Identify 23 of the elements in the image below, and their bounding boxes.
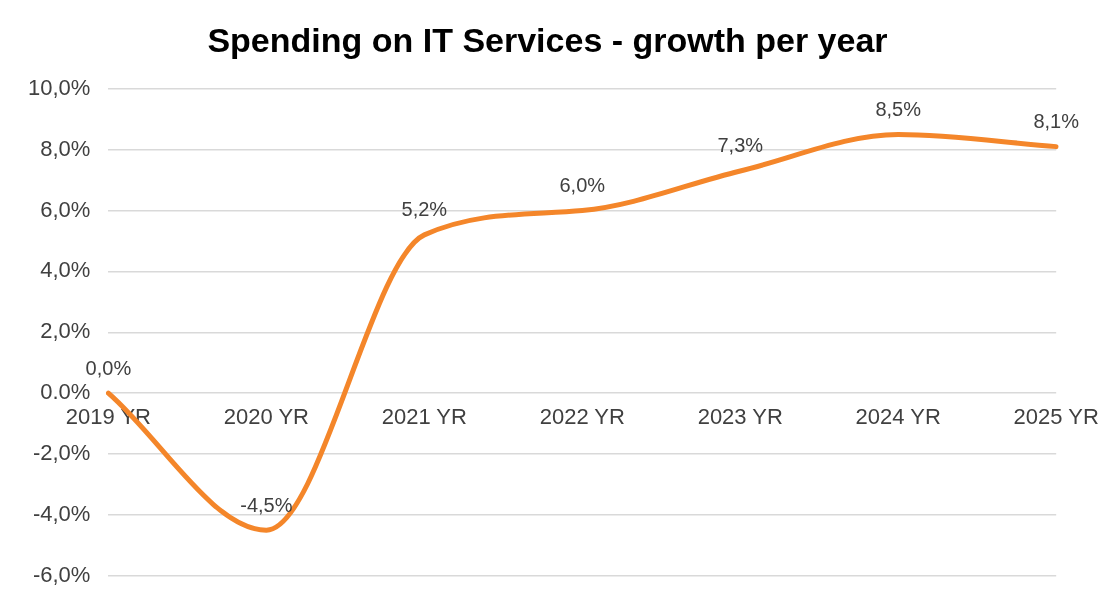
data-label: 6,0% xyxy=(559,174,606,197)
data-label: -4,5% xyxy=(240,493,293,516)
y-tick-label: -6,0% xyxy=(32,561,91,587)
x-tick-label: 2020 YR xyxy=(223,404,309,430)
data-label: 7,3% xyxy=(717,134,764,157)
y-tick-label: 10,0% xyxy=(27,74,91,100)
data-label: 0,0% xyxy=(85,356,132,379)
x-tick-label: 2021 YR xyxy=(381,404,467,430)
x-tick-label: 2023 YR xyxy=(697,404,783,430)
y-tick-label: 8,0% xyxy=(40,135,91,161)
y-tick-label: 2,0% xyxy=(40,318,91,344)
y-tick-label: 4,0% xyxy=(40,257,91,283)
y-tick-label: 0.0% xyxy=(40,379,91,405)
y-tick-label: -4,0% xyxy=(32,500,91,526)
y-tick-label: 6,0% xyxy=(40,196,91,222)
data-label: 5,2% xyxy=(401,198,448,221)
data-label: 8,1% xyxy=(1033,110,1080,133)
x-tick-label: 2025 YR xyxy=(1013,404,1099,430)
x-tick-label: 2022 YR xyxy=(539,404,625,430)
chart-title: Spending on IT Services - growth per year xyxy=(207,20,888,59)
y-tick-label: -2,0% xyxy=(32,440,91,466)
x-tick-label: 2024 YR xyxy=(855,404,941,430)
data-label: 8,5% xyxy=(875,97,922,120)
